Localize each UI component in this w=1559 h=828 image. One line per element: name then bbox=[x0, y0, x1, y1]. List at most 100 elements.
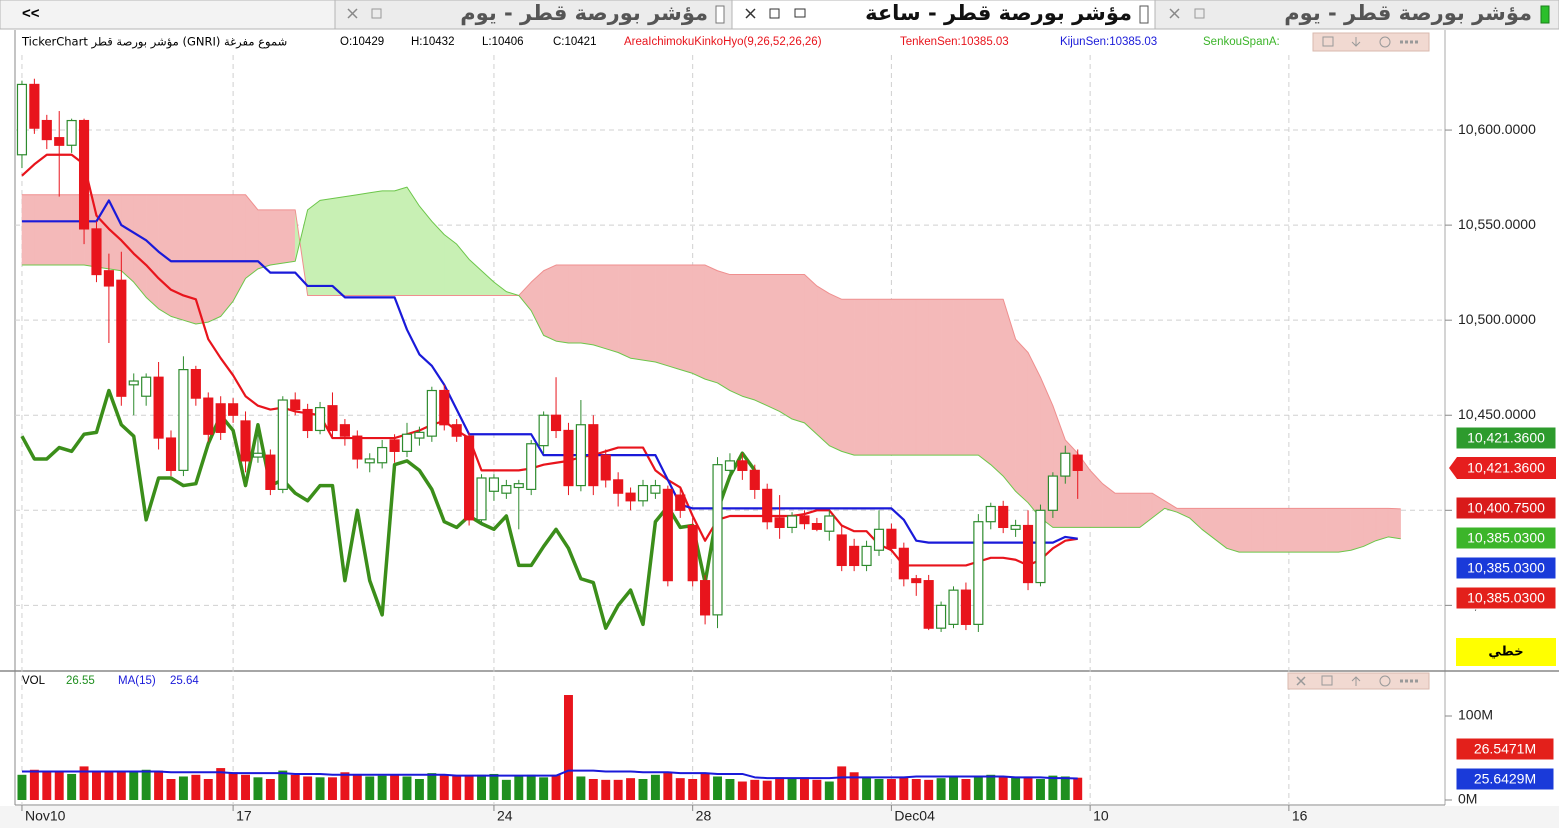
volume-bar bbox=[1011, 776, 1021, 800]
volume-bar bbox=[1073, 777, 1083, 800]
cloud-segment bbox=[1238, 508, 1252, 553]
candle-body bbox=[66, 119, 77, 146]
volume-bar bbox=[849, 772, 859, 800]
candle-body bbox=[178, 369, 189, 471]
volume-bar bbox=[42, 772, 52, 800]
volume-bar bbox=[452, 775, 462, 800]
volume-bar bbox=[278, 770, 288, 800]
maximize-icon[interactable] bbox=[1194, 8, 1205, 19]
volume-bar bbox=[837, 766, 847, 800]
volume-bar bbox=[402, 776, 412, 800]
volume-bar bbox=[576, 776, 586, 800]
close-icon[interactable] bbox=[1296, 676, 1306, 686]
tab[interactable]: مؤشر بورصة قطر - يوم bbox=[1154, 0, 1559, 30]
candle-body bbox=[526, 443, 537, 490]
volume-bar bbox=[54, 772, 64, 800]
candle-body bbox=[1060, 452, 1071, 477]
settings-icon[interactable] bbox=[1379, 675, 1391, 687]
volume-bar bbox=[973, 776, 983, 800]
settings-icon[interactable] bbox=[1379, 36, 1391, 48]
ohlc-low: L:10406 bbox=[482, 36, 524, 48]
detach-icon[interactable] bbox=[794, 8, 806, 18]
close-icon[interactable] bbox=[1169, 8, 1180, 19]
candle-body bbox=[613, 479, 624, 494]
volume-bar bbox=[998, 777, 1008, 800]
price-tag-label: 10,385.0300 bbox=[1467, 560, 1545, 576]
maximize-icon[interactable] bbox=[769, 8, 780, 19]
up-icon[interactable] bbox=[1351, 676, 1361, 686]
candle-body bbox=[141, 376, 152, 397]
volume-bar bbox=[1060, 776, 1070, 800]
maximize-icon[interactable] bbox=[371, 8, 382, 19]
volume-bar bbox=[17, 774, 27, 800]
candle-body bbox=[439, 389, 450, 426]
volume-bar bbox=[601, 779, 611, 800]
candle-body bbox=[936, 604, 947, 629]
indicator-label: AreaIchimokuKinkoHyo(9,26,52,26,26) bbox=[624, 36, 822, 48]
volume-controls[interactable] bbox=[1287, 672, 1430, 690]
volume-bar bbox=[92, 771, 101, 800]
vol-label: VOL bbox=[22, 675, 46, 687]
candle-body bbox=[203, 397, 214, 435]
candle-body bbox=[41, 119, 52, 141]
cloud-segment bbox=[1387, 508, 1401, 540]
volume-bar bbox=[911, 779, 921, 800]
tab-title[interactable]: مؤشر بورصة قطر - ساعة bbox=[865, 1, 1132, 25]
volume-bar bbox=[526, 774, 536, 800]
cloud-segment bbox=[344, 194, 358, 296]
cloud-segment bbox=[1127, 492, 1141, 528]
volume-bar bbox=[203, 779, 213, 800]
candle-body bbox=[873, 528, 885, 551]
candle-body bbox=[1010, 524, 1021, 530]
tab[interactable]: مؤشر بورصة قطر - ساعة bbox=[731, 0, 1156, 30]
cloud-segment bbox=[58, 194, 72, 266]
candle-body bbox=[849, 545, 860, 567]
candle-body bbox=[78, 119, 90, 230]
panel-controls[interactable] bbox=[1312, 32, 1430, 52]
y-tick-label: 10,600.0000 bbox=[1458, 121, 1536, 137]
tab-title[interactable]: مؤشر بورصة قطر - يوم bbox=[1284, 1, 1532, 25]
cloud-segment bbox=[1313, 508, 1327, 553]
price-tag bbox=[1455, 526, 1557, 550]
volume-bar bbox=[253, 777, 263, 800]
down-icon[interactable] bbox=[1351, 37, 1361, 47]
candle-body bbox=[215, 403, 226, 433]
nav-box[interactable] bbox=[0, 0, 336, 30]
vol-value: 26.55 bbox=[66, 675, 95, 687]
candle-body bbox=[724, 460, 736, 471]
tab-title[interactable]: مؤشر بورصة قطر - يوم bbox=[460, 1, 708, 25]
volume-tag bbox=[1455, 737, 1555, 761]
volume-bar bbox=[899, 776, 909, 800]
volume-bar bbox=[588, 779, 598, 800]
volume-bar bbox=[713, 776, 722, 800]
volume-bar bbox=[439, 774, 449, 800]
candle-body bbox=[700, 580, 711, 616]
close-icon[interactable] bbox=[347, 8, 358, 19]
volume-bar bbox=[650, 774, 660, 800]
x-tick-label: Dec04 bbox=[894, 808, 935, 824]
volume-tag bbox=[1455, 767, 1555, 791]
ohlc-open: O:10429 bbox=[340, 36, 384, 48]
candle-body bbox=[377, 446, 388, 464]
ma-value: 25.64 bbox=[170, 675, 199, 687]
close-icon[interactable] bbox=[745, 8, 756, 19]
nav-back[interactable]: << bbox=[22, 5, 40, 22]
cloud-segment bbox=[630, 264, 644, 361]
candles bbox=[16, 78, 1083, 632]
candle-body bbox=[774, 517, 785, 529]
y-tick-label: 10,550.0000 bbox=[1458, 216, 1536, 232]
maximize-icon[interactable] bbox=[1322, 36, 1334, 47]
cloud-segment bbox=[717, 270, 731, 391]
cloud-segment bbox=[940, 299, 954, 456]
info-bar: TickerChart مؤشر بورصة قطر (GNRI) شموع م… bbox=[21, 35, 1280, 50]
volume-bar bbox=[737, 781, 747, 800]
maximize-icon[interactable] bbox=[1321, 675, 1333, 686]
candle-body bbox=[16, 83, 28, 156]
cloud-segment bbox=[369, 190, 383, 296]
volume-bar bbox=[464, 776, 474, 800]
tab[interactable]: مؤشر بورصة قطر - يوم bbox=[334, 0, 733, 30]
cloud-segment bbox=[121, 194, 134, 283]
volume-bar bbox=[1048, 775, 1058, 800]
volume-bar bbox=[886, 779, 896, 800]
volume-bar bbox=[924, 779, 934, 800]
